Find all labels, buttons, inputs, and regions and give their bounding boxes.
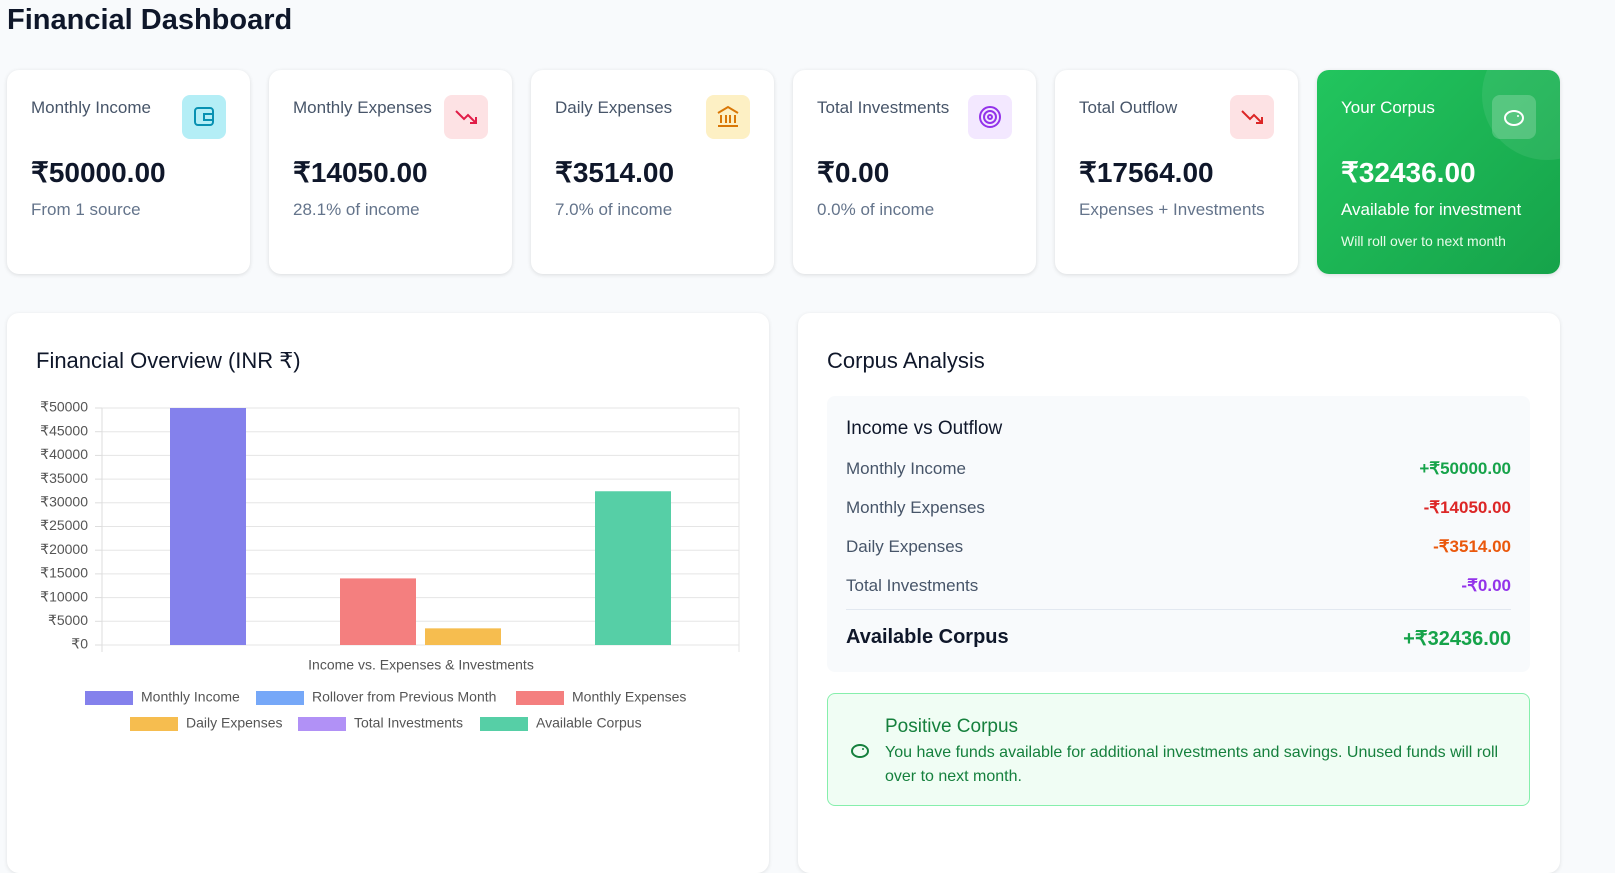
legend-label: Available Corpus <box>536 715 642 731</box>
y-tick-label: ₹50000 <box>40 399 88 415</box>
card-icon <box>706 95 750 139</box>
card-icon <box>182 95 226 139</box>
y-tick-label: ₹0 <box>71 636 88 652</box>
legend-label: Total Investments <box>354 715 463 731</box>
bar <box>340 578 416 645</box>
income-card: Monthly Income ₹50000.00 From 1 source <box>7 70 250 274</box>
page-title: Financial Dashboard <box>7 4 293 36</box>
card-note: Expenses + Investments <box>1079 200 1265 219</box>
bar <box>595 491 671 645</box>
row-label: Total Investments <box>846 576 979 595</box>
total-label: Available Corpus <box>846 626 1009 648</box>
bar <box>425 628 501 645</box>
card-value: ₹17564.00 <box>1079 157 1214 188</box>
card-note: From 1 source <box>31 200 141 219</box>
row-value: +₹50000.00 <box>1419 459 1511 478</box>
expenses-card: Monthly Expenses ₹14050.00 28.1% of inco… <box>269 70 512 274</box>
breakdown-box: Income vs Outflow Monthly Income +₹50000.… <box>827 396 1530 672</box>
legend-label: Monthly Income <box>141 689 240 705</box>
page: Financial Dashboard Monthly Income ₹5000… <box>7 4 1560 806</box>
legend-label: Monthly Expenses <box>572 689 686 705</box>
legend-swatch <box>256 691 304 705</box>
card-value: ₹14050.00 <box>293 157 428 188</box>
note-text: You have funds available for additional … <box>885 744 1499 785</box>
card-value: ₹0.00 <box>817 157 890 188</box>
breakdown-row: Monthly Income +₹50000.00 <box>846 459 1511 479</box>
legend-swatch <box>516 691 564 705</box>
row-label: Daily Expenses <box>846 537 964 556</box>
x-axis-title: Income vs. Expenses & Investments <box>308 657 534 673</box>
row-value: -₹0.00 <box>1461 576 1511 595</box>
y-tick-label: ₹30000 <box>40 494 88 510</box>
y-tick-label: ₹45000 <box>40 422 88 438</box>
row-value: -₹3514.00 <box>1433 537 1511 556</box>
row-value: -₹14050.00 <box>1423 498 1511 517</box>
breakdown-row: Monthly Expenses -₹14050.00 <box>846 498 1511 518</box>
card-label: Monthly Income <box>31 98 151 117</box>
chart: Income vs. Expenses & Investments ₹0 ₹500… <box>40 399 740 731</box>
card-note: 28.1% of income <box>293 200 420 219</box>
y-tick-label: ₹15000 <box>40 565 88 581</box>
card-note: 0.0% of income <box>817 200 935 219</box>
card-label: Daily Expenses <box>555 98 673 117</box>
card-label: Total Investments <box>817 98 950 117</box>
y-tick-label: ₹10000 <box>40 588 88 604</box>
card-note: 7.0% of income <box>555 200 673 219</box>
legend-swatch <box>298 717 346 731</box>
card-value: ₹3514.00 <box>555 157 675 188</box>
card-value: ₹32436.00 <box>1341 157 1476 188</box>
row-label: Monthly Expenses <box>846 498 985 517</box>
row-label: Monthly Income <box>846 459 966 478</box>
card-label: Total Outflow <box>1079 98 1178 117</box>
card-icon <box>1230 95 1274 139</box>
legend-swatch <box>130 717 178 731</box>
legend-swatch <box>480 717 528 731</box>
card-detail: Will roll over to next month <box>1341 233 1506 249</box>
card-icon <box>968 95 1012 139</box>
note-icon <box>851 744 869 758</box>
chart-title: Financial Overview (INR ₹) <box>36 348 301 373</box>
panel-title: Corpus Analysis <box>827 348 985 373</box>
legend-swatch <box>85 691 133 705</box>
note-title: Positive Corpus <box>885 716 1019 737</box>
status-note: Positive Corpus You have funds available… <box>827 693 1530 806</box>
legend-label: Rollover from Previous Month <box>312 689 496 705</box>
daily-card: Daily Expenses ₹3514.00 7.0% of income <box>531 70 774 274</box>
card-value: ₹50000.00 <box>31 157 166 188</box>
divider <box>846 609 1511 610</box>
y-tick-label: ₹40000 <box>40 446 88 462</box>
card-label: Your Corpus <box>1341 98 1435 117</box>
card-label: Monthly Expenses <box>293 98 432 117</box>
breakdown-row: Daily Expenses -₹3514.00 <box>846 537 1511 557</box>
corpus-panel: Corpus Analysis Income vs Outflow Monthl… <box>798 313 1560 873</box>
investments-card: Total Investments ₹0.00 0.0% of income <box>793 70 1036 274</box>
bar <box>170 408 246 645</box>
y-tick-label: ₹35000 <box>40 470 88 486</box>
y-tick-label: ₹25000 <box>40 517 88 533</box>
outflow-card: Total Outflow ₹17564.00 Expenses + Inves… <box>1055 70 1298 274</box>
chart-panel: Financial Overview (INR ₹) Income vs. Ex… <box>7 313 769 873</box>
y-tick-label: ₹20000 <box>40 541 88 557</box>
total-value: +₹32436.00 <box>1403 628 1511 650</box>
card-icon <box>444 95 488 139</box>
legend-label: Daily Expenses <box>186 715 283 731</box>
card-note: Available for investment <box>1341 200 1522 219</box>
breakdown-title: Income vs Outflow <box>846 418 1003 439</box>
total-row: Available Corpus +₹32436.00 <box>846 626 1511 650</box>
corpus-card: Your Corpus ₹32436.00 Available for inve… <box>1317 70 1560 274</box>
breakdown-row: Total Investments -₹0.00 <box>846 576 1511 596</box>
y-tick-label: ₹5000 <box>48 612 88 628</box>
card-icon <box>1492 95 1536 139</box>
